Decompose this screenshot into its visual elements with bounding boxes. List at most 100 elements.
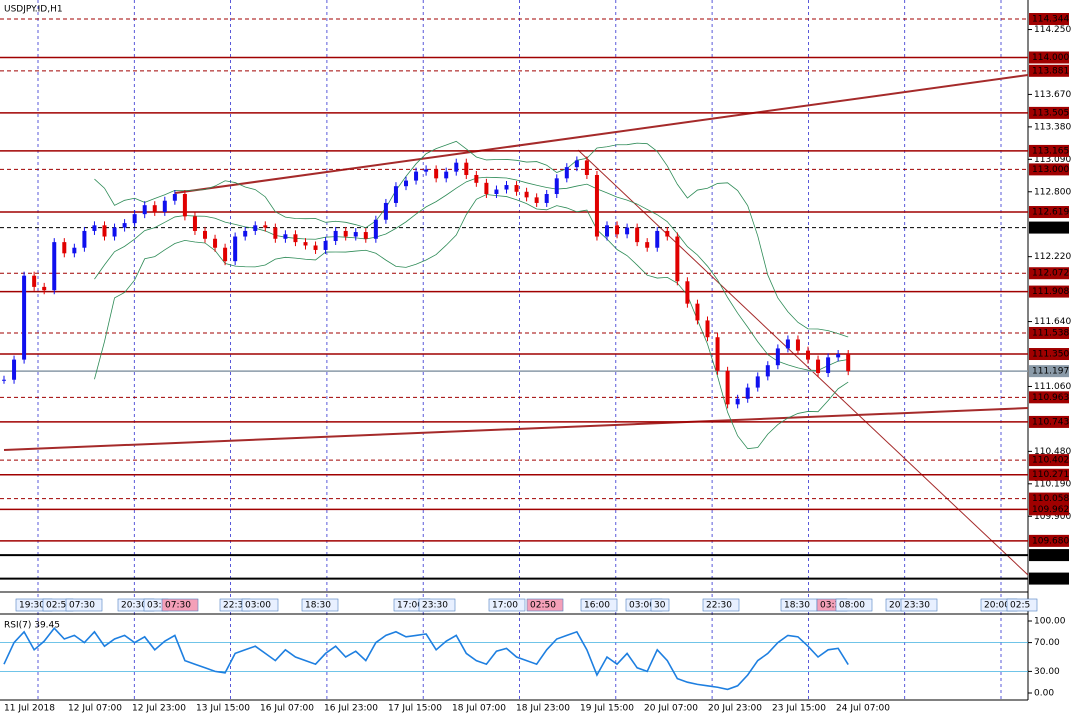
time-marker: 23:30 [422, 601, 448, 611]
level-label-box [1029, 415, 1069, 428]
y-tick-label: 30.00 [1034, 667, 1060, 677]
level-label: 111.197 [1032, 367, 1069, 377]
x-tick-label: 23 Jul 15:00 [772, 704, 826, 714]
candle-body [484, 182, 489, 195]
candle-body [735, 398, 740, 405]
candle-body [816, 359, 821, 374]
candle-body [373, 219, 378, 239]
candle-body [223, 247, 228, 262]
candle-body [353, 232, 358, 237]
level-label-box [1029, 348, 1069, 361]
level-label: 110.743 [1032, 417, 1069, 427]
candle-body [42, 286, 47, 291]
candle-body [213, 238, 218, 248]
candle-body [795, 339, 800, 351]
candle-body [273, 227, 278, 239]
time-marker: 18:30 [784, 601, 810, 611]
candle-body [233, 236, 238, 262]
candle-body [544, 194, 549, 203]
candle-body [635, 227, 640, 243]
time-marker-box [488, 598, 526, 612]
candle-body [464, 162, 469, 175]
candle-body [454, 162, 459, 172]
candle-body [162, 200, 167, 212]
level-label: 112.072 [1032, 269, 1069, 279]
level-label: 110.058 [1032, 494, 1069, 504]
y-tick-label: 112.220 [1034, 252, 1071, 262]
candle-body [846, 354, 851, 372]
level-label: 109.553 [1032, 551, 1069, 561]
candle-body [323, 241, 328, 250]
time-marker: 03: [147, 601, 161, 611]
candle-body [303, 242, 308, 246]
candle-body [655, 230, 660, 248]
level-label-box [1029, 285, 1069, 298]
time-marker: 07:30 [69, 601, 95, 611]
x-tick-label: 24 Jul 07:00 [836, 704, 890, 714]
candle-body [122, 223, 127, 228]
time-marker-box [702, 598, 740, 612]
level-label-box [1029, 492, 1069, 505]
time-marker: 22:30 [706, 601, 732, 611]
level-label: 113.881 [1032, 66, 1069, 76]
time-marker: 02:5 [46, 601, 66, 611]
candle-body [625, 227, 630, 235]
level-label-box [1029, 365, 1069, 378]
x-tick-label: 18 Jul 07:00 [452, 704, 506, 714]
time-marker-box [301, 598, 339, 612]
candle-body [755, 376, 760, 388]
level-label-box [1029, 106, 1069, 119]
bollinger-band [94, 140, 849, 338]
candle-body [263, 225, 268, 228]
candle-body [504, 185, 509, 190]
candle-body [695, 303, 700, 321]
candle-body [645, 242, 650, 248]
level-label: 114.344 [1032, 15, 1069, 25]
time-marker: 03:3 [820, 601, 840, 611]
candle-body [142, 205, 147, 215]
candle-body [62, 242, 67, 254]
level-label-box [1029, 13, 1069, 26]
time-marker: 22:3 [223, 601, 243, 611]
level-label-box [1029, 64, 1069, 77]
candle-body [775, 348, 780, 366]
level-label: 109.343 [1032, 574, 1069, 584]
level-label: 111.908 [1032, 287, 1069, 297]
time-marker: 02:50 [530, 601, 556, 611]
level-label-box [1029, 221, 1069, 234]
level-label-box [1029, 326, 1069, 339]
trend-line [174, 74, 1029, 194]
time-marker-box [1006, 598, 1038, 612]
level-label: 113.165 [1032, 146, 1069, 156]
candle-body [745, 387, 750, 399]
y-tick-label: 114.250 [1034, 25, 1071, 35]
x-tick-label: 12 Jul 07:00 [68, 704, 122, 714]
level-label: 113.000 [1032, 165, 1069, 175]
level-label-box [1029, 454, 1069, 467]
candle-body [82, 230, 87, 248]
time-marker: 20:30 [121, 601, 147, 611]
candle-body [685, 281, 690, 304]
candle-body [102, 225, 107, 237]
candle-body [605, 225, 609, 237]
candle-body [534, 197, 539, 203]
candle-body [594, 174, 599, 237]
y-tick-label: 110.190 [1034, 479, 1071, 489]
y-tick-label: 110.480 [1034, 447, 1071, 457]
x-tick-label: 19 Jul 15:00 [580, 704, 634, 714]
candle-body [665, 230, 670, 237]
candle-body [424, 169, 429, 172]
candle-body [313, 245, 318, 250]
level-label-box [1029, 163, 1069, 176]
candle-body [564, 167, 569, 179]
candle-body [574, 160, 579, 168]
level-label: 111.538 [1032, 328, 1069, 338]
level-label-box [1029, 267, 1069, 280]
candle-body [474, 174, 479, 183]
level-label: 109.680 [1032, 536, 1069, 546]
candle-body [785, 339, 790, 349]
time-marker: 20:00 [984, 601, 1010, 611]
candle-body [32, 275, 37, 287]
y-tick-label: 111.640 [1034, 317, 1071, 327]
